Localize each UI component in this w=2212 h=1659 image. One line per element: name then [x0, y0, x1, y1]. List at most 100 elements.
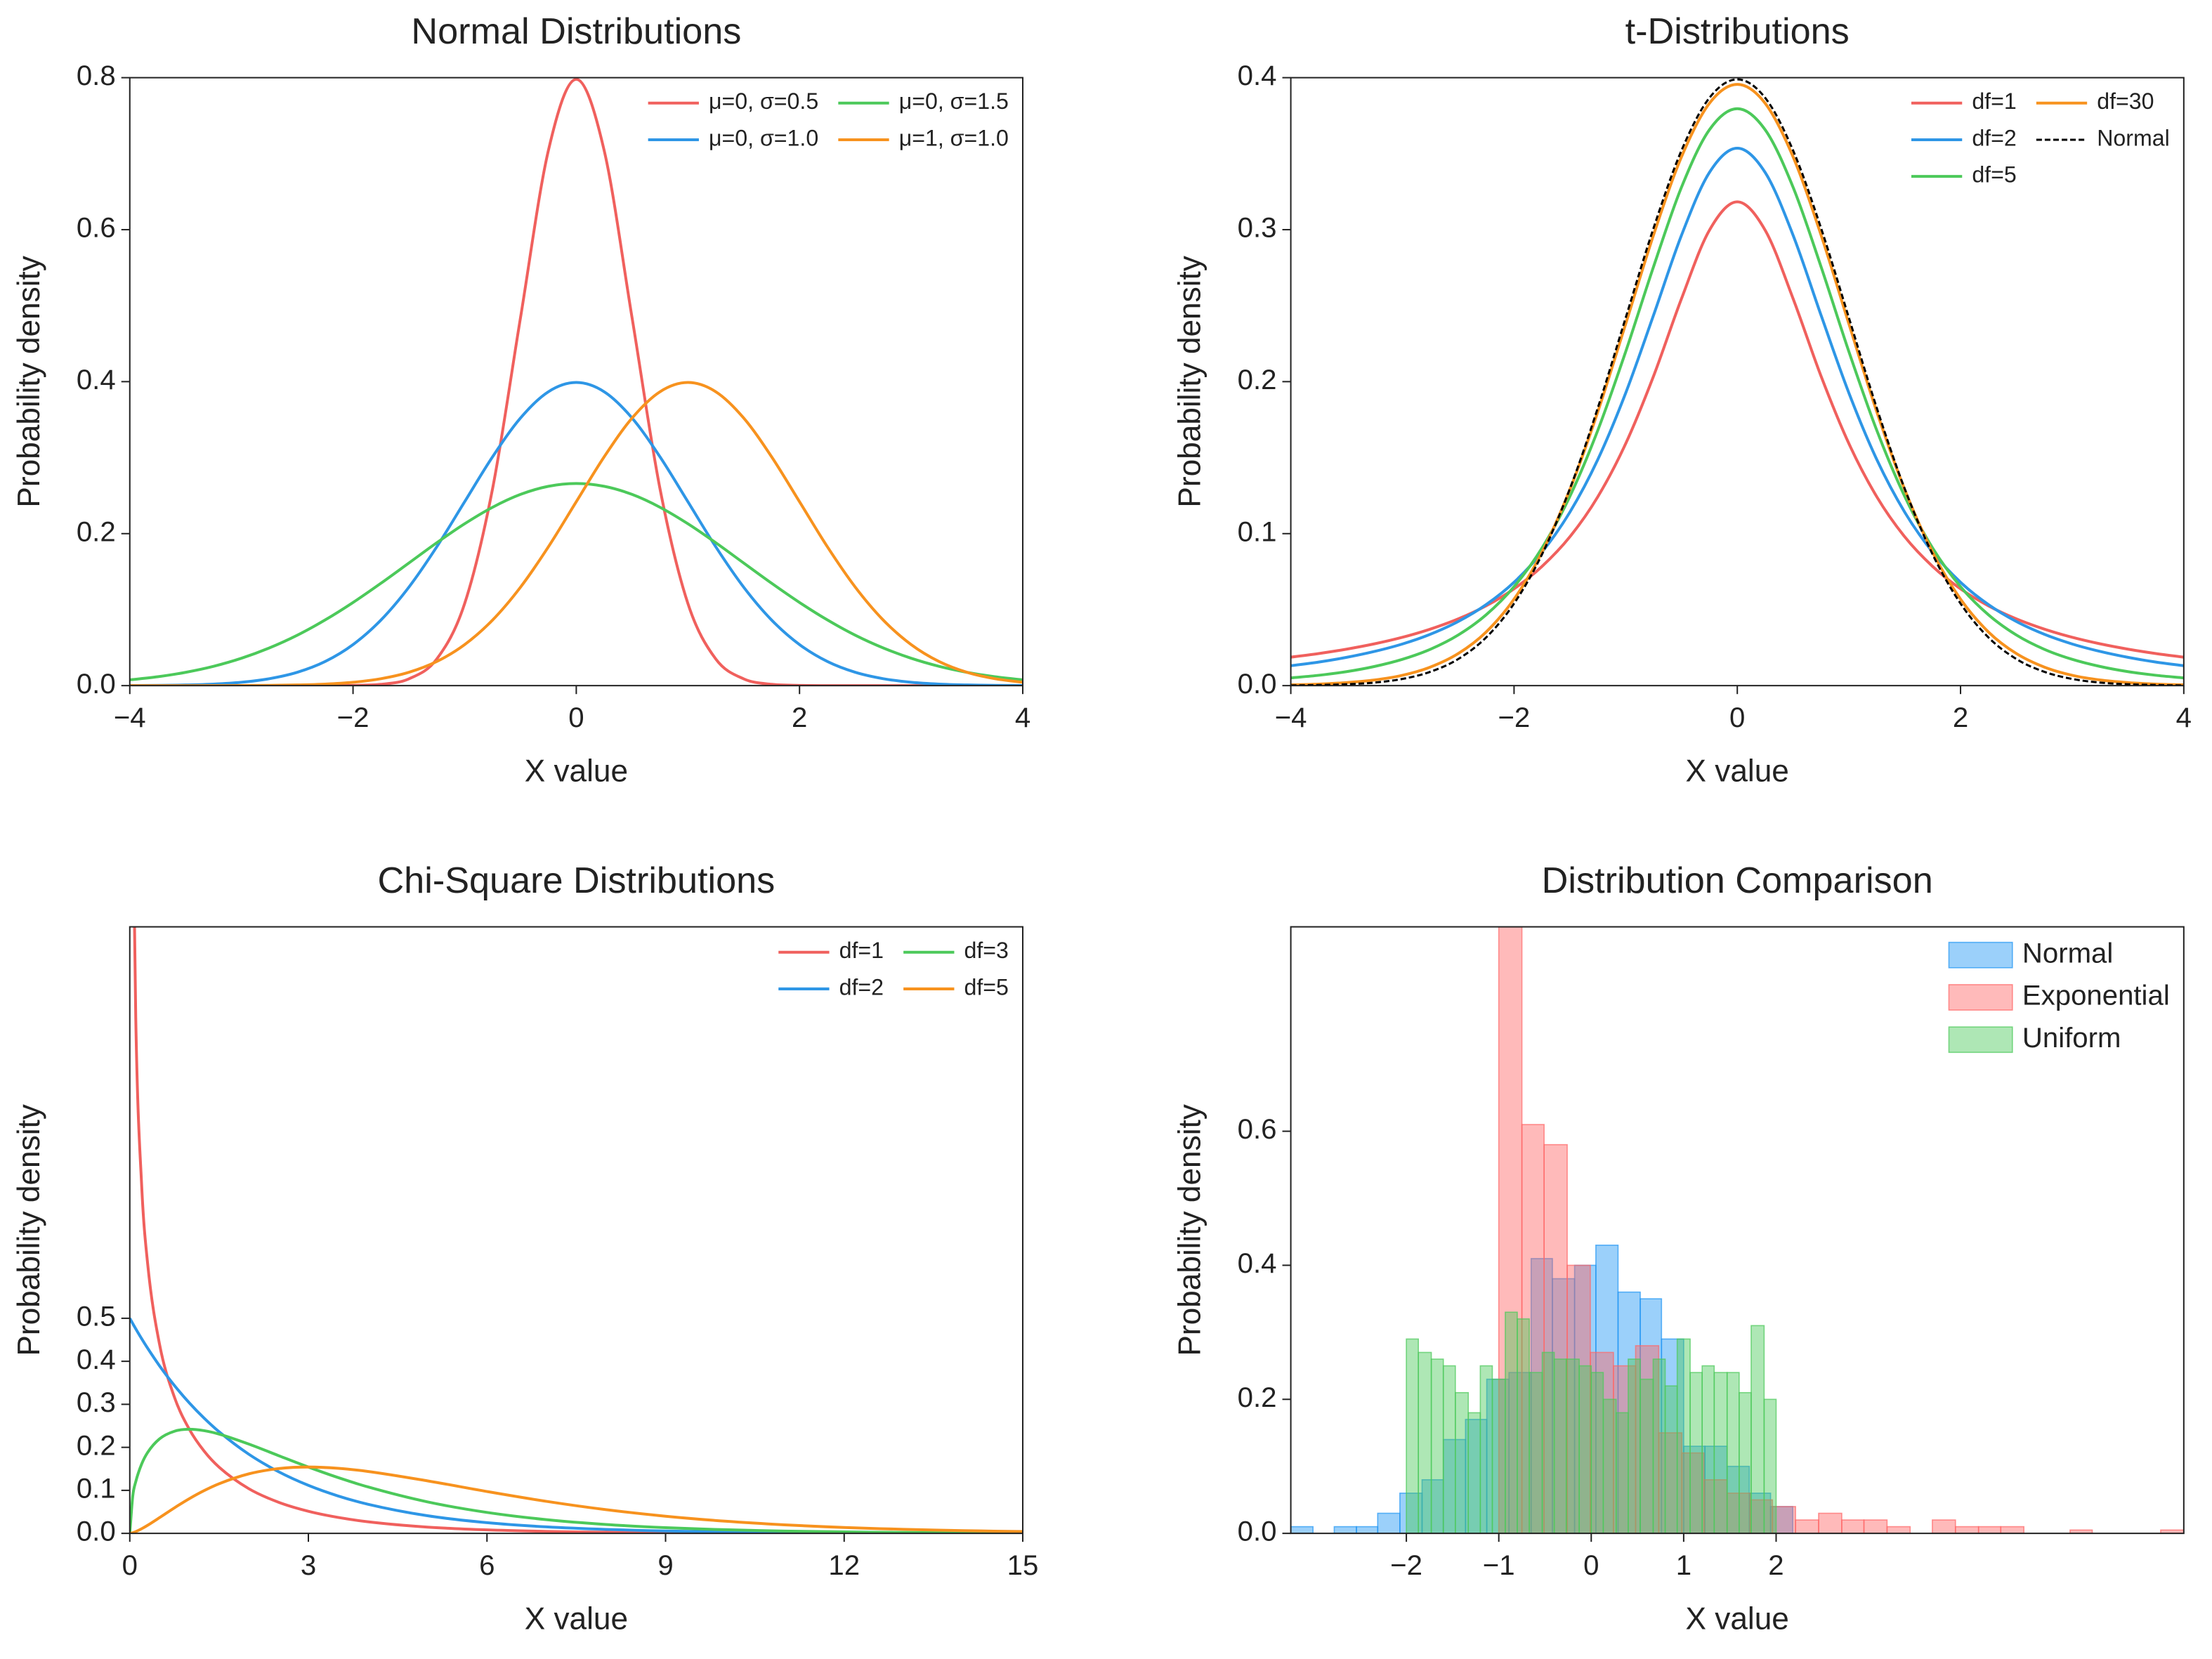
x-axis-label: X value: [525, 754, 628, 788]
legend-swatch: [1948, 1026, 2013, 1054]
histogram-bar: [1442, 1365, 1456, 1534]
histogram-bar: [1863, 1519, 1888, 1534]
plot-area: [129, 77, 1023, 686]
histogram-bar: [1590, 1372, 1604, 1534]
histogram-bar: [1750, 1325, 1765, 1534]
histogram-bar: [1628, 1358, 1641, 1534]
y-tick-label: 0.3: [77, 1386, 116, 1418]
x-axis-label: X value: [525, 1601, 628, 1636]
legend-label: Normal: [2022, 937, 2113, 969]
x-tick-label: 15: [1007, 1549, 1039, 1581]
y-tick-label: 0.3: [1238, 212, 1277, 244]
histogram-bar: [1356, 1526, 1379, 1534]
histogram-bar: [1517, 1318, 1530, 1534]
histogram-bar: [1763, 1398, 1777, 1534]
plot-area: [1290, 78, 2184, 686]
line-series: [129, 381, 1023, 686]
histogram-bar: [1491, 1378, 1506, 1534]
plot-area: [1290, 926, 2184, 1534]
x-tick-label: 4: [1015, 702, 1030, 733]
plot-frame: [129, 77, 1024, 687]
y-tick-label: 0.5: [77, 1301, 116, 1332]
chart-title: t-Distributions: [1625, 11, 1850, 52]
histogram-bar: [1977, 1526, 2002, 1534]
histogram-bar: [1602, 1398, 1617, 1534]
legend-label: df=1: [1972, 88, 2016, 114]
histogram-bar: [1689, 1372, 1703, 1534]
legend-label: df=3: [964, 938, 1009, 963]
histogram-bar: [1442, 1438, 1467, 1534]
y-tick-label: 0.0: [77, 668, 116, 700]
histogram-bar: [1595, 1245, 1619, 1534]
legend-label: μ=0, σ=1.0: [709, 125, 818, 150]
line-series: [1290, 107, 2184, 680]
histogram-bar: [1932, 1519, 1956, 1534]
histogram-bar: [1406, 1338, 1419, 1534]
y-tick-label: 0.4: [1238, 60, 1277, 91]
y-tick-label: 0.1: [77, 1473, 116, 1504]
legend: Normal Exponential Uniform: [1948, 937, 2170, 1054]
legend: df=1 df=2 df=5 df=30 Normal: [1911, 88, 2170, 188]
x-tick-label: −2: [1498, 702, 1530, 733]
histogram-bar: [1421, 1478, 1444, 1534]
histogram-bar: [1726, 1465, 1750, 1534]
y-tick-label: 0.8: [77, 60, 116, 91]
histogram-bar: [1652, 1358, 1666, 1534]
histogram-bar: [1467, 1412, 1481, 1534]
x-tick-label: −1: [1483, 1549, 1515, 1581]
histogram-bar: [1418, 1351, 1432, 1534]
histogram-bar: [1553, 1358, 1567, 1534]
y-tick-label: 0.4: [1238, 1247, 1277, 1279]
x-tick-label: 2: [792, 702, 807, 733]
legend-label: μ=0, σ=0.5: [709, 88, 818, 114]
y-tick-label: 0.0: [1238, 1516, 1277, 1547]
y-tick-label: 0.1: [1238, 516, 1277, 547]
x-tick-label: 0: [568, 702, 584, 733]
y-tick-label: 0.0: [77, 1516, 116, 1547]
legend: df=1 df=2 df=3 df=5: [778, 938, 1009, 999]
histogram-bar: [1739, 1391, 1752, 1534]
legend-label: Normal: [2097, 125, 2170, 150]
x-tick-label: 3: [301, 1549, 316, 1581]
x-tick-label: 2: [1953, 702, 1968, 733]
y-tick-label: 0.2: [77, 516, 116, 547]
histogram-bar: [1683, 1445, 1706, 1534]
histogram-bar: [1616, 1412, 1629, 1534]
line-series: [1290, 200, 2184, 659]
line-series: [129, 1465, 1023, 1534]
x-tick-label: 1: [1676, 1549, 1691, 1581]
x-tick-label: 0: [1583, 1549, 1599, 1581]
histogram-bar: [1701, 1365, 1715, 1534]
histogram-bar: [1565, 1358, 1580, 1534]
histogram-bar: [1541, 1351, 1555, 1534]
plot-frame: [129, 926, 1024, 1535]
line-series: [129, 1427, 1023, 1534]
y-axis-label: Probability density: [1173, 256, 1208, 507]
legend-swatch: [1948, 984, 2013, 1011]
line-series: [129, 1317, 1023, 1534]
histogram-bar: [1664, 1385, 1678, 1534]
y-tick-label: 0.2: [77, 1429, 116, 1461]
legend-label: df=2: [1972, 125, 2016, 150]
x-tick-label: −2: [1390, 1549, 1422, 1581]
legend-label: df=5: [964, 974, 1009, 999]
y-axis-label: Probability density: [12, 256, 46, 507]
histogram-bar: [1505, 1311, 1518, 1534]
legend-label: μ=1, σ=1.0: [899, 125, 1009, 150]
histogram-bar: [1954, 1526, 1979, 1534]
x-tick-label: 0: [122, 1549, 138, 1581]
x-tick-label: 9: [657, 1549, 673, 1581]
histogram-bar: [1795, 1519, 1819, 1534]
x-axis-label: X value: [1686, 754, 1789, 788]
y-tick-label: 0.6: [77, 212, 116, 244]
x-tick-label: 0: [1729, 702, 1745, 733]
legend-label: df=30: [2097, 88, 2154, 114]
histogram-bar: [1521, 1124, 1545, 1534]
x-axis-label: X value: [1686, 1601, 1789, 1636]
legend-label: μ=0, σ=1.5: [899, 88, 1009, 114]
histogram-bar: [1333, 1526, 1357, 1534]
line-series: [1290, 78, 2184, 686]
x-tick-label: −2: [337, 702, 369, 733]
